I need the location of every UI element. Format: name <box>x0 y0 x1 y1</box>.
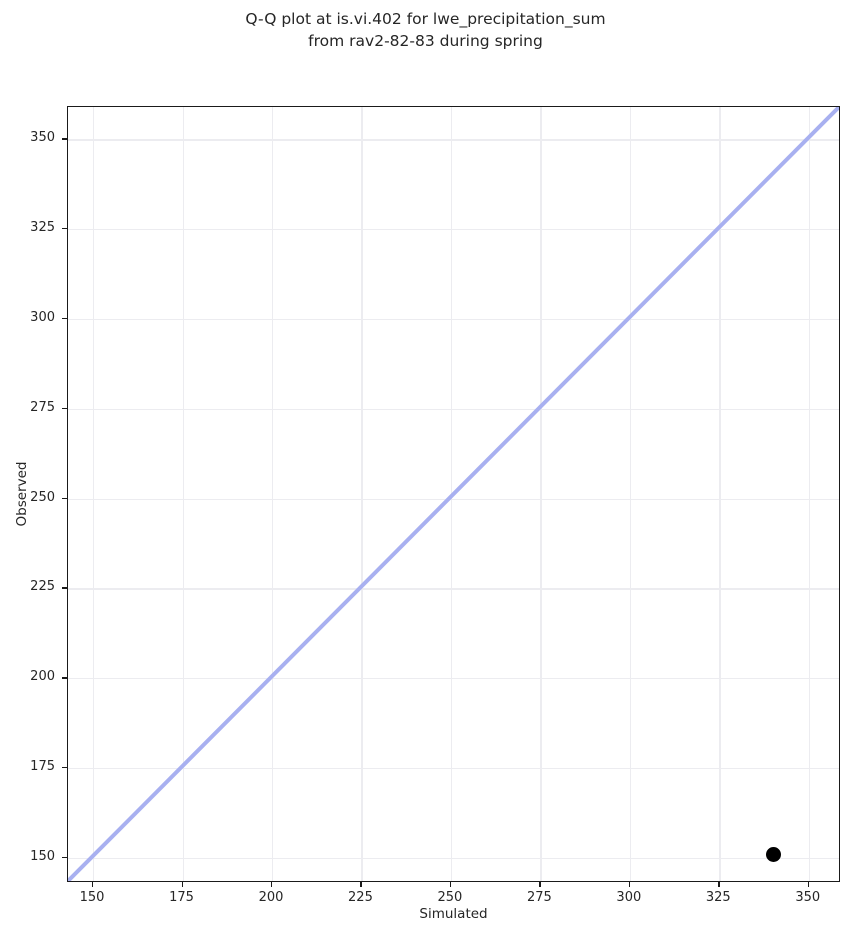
y-tick-mark <box>62 317 67 320</box>
gridline-vertical <box>540 107 542 881</box>
y-tick-label: 175 <box>30 759 55 775</box>
gridline-vertical <box>93 107 95 881</box>
gridline-vertical <box>808 107 810 881</box>
x-tick-mark <box>718 882 720 887</box>
x-tick-mark <box>628 882 631 887</box>
x-tick-mark <box>92 882 94 887</box>
chart-title-line-2: from rav2-82-83 during spring <box>308 32 543 50</box>
y-tick-label: 200 <box>30 669 55 685</box>
chart-title: Q-Q plot at is.vi.402 for lwe_precipitat… <box>0 8 851 52</box>
gridline-horizontal <box>68 408 839 410</box>
gridline-vertical <box>629 107 632 881</box>
x-tick-mark <box>539 882 541 887</box>
gridline-horizontal <box>68 139 839 141</box>
gridline-horizontal <box>68 678 839 680</box>
y-tick-label: 250 <box>30 489 55 505</box>
y-tick-mark <box>62 767 67 769</box>
x-tick-label: 275 <box>526 890 552 905</box>
y-tick-mark <box>62 677 67 679</box>
chart-title-line-1: Q-Q plot at is.vi.402 for lwe_precipitat… <box>245 10 606 28</box>
y-tick-label: 350 <box>30 130 55 146</box>
gridline-horizontal <box>68 857 839 860</box>
x-tick-mark <box>270 882 273 887</box>
plot-area <box>67 106 840 882</box>
x-tick-label: 250 <box>437 890 463 905</box>
data-point <box>765 846 781 862</box>
x-tick-mark <box>449 882 452 887</box>
x-tick-label: 150 <box>79 890 105 905</box>
x-tick-label: 350 <box>795 890 821 905</box>
x-tick-mark <box>360 882 362 887</box>
x-tick-mark <box>181 882 183 887</box>
gridline-horizontal <box>68 768 839 770</box>
x-tick-label: 325 <box>705 890 731 905</box>
gridline-horizontal <box>68 498 839 500</box>
data-layer <box>68 107 839 881</box>
gridline-vertical <box>361 107 363 881</box>
y-tick-label: 225 <box>30 579 55 595</box>
y-tick-mark <box>62 587 67 589</box>
y-tick-label: 150 <box>30 848 55 864</box>
y-tick-label: 325 <box>30 220 55 236</box>
reference-line-path <box>68 107 839 881</box>
y-tick-mark <box>62 497 67 499</box>
y-tick-mark <box>62 407 67 410</box>
x-tick-label: 300 <box>616 890 642 905</box>
gridline-horizontal <box>68 229 839 231</box>
x-axis-label: Simulated <box>419 906 488 922</box>
one-to-one-reference-line <box>68 107 839 881</box>
x-tick-mark <box>807 882 810 887</box>
gridlines <box>68 107 839 881</box>
y-tick-mark <box>62 138 67 140</box>
y-axis-label: Observed <box>14 461 30 527</box>
y-tick-label: 300 <box>30 309 55 325</box>
gridline-horizontal <box>68 588 839 590</box>
x-tick-label: 200 <box>258 890 284 905</box>
y-tick-label: 275 <box>30 399 55 415</box>
y-tick-mark <box>62 856 67 859</box>
gridline-vertical <box>271 107 274 881</box>
x-tick-label: 175 <box>169 890 194 905</box>
x-tick-label: 225 <box>348 890 373 905</box>
gridline-vertical <box>182 107 184 881</box>
y-tick-mark <box>62 228 67 230</box>
gridline-vertical <box>719 107 721 881</box>
gridline-horizontal <box>68 318 839 321</box>
